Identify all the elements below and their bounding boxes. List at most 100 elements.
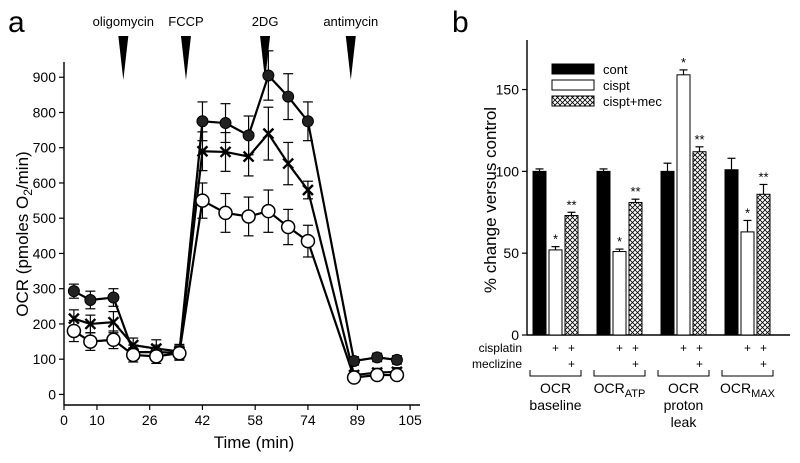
group-bracket: [529, 370, 582, 377]
group-subscript: ATP: [625, 388, 646, 400]
injection-label: antimycin: [323, 14, 378, 29]
bar-cont: [596, 170, 611, 336]
significance-mark: *: [553, 232, 558, 247]
group-subscript: MAX: [751, 388, 776, 400]
y-tick-label: 0: [48, 386, 56, 402]
data-point-cispt: [125, 347, 141, 363]
data-point-cispt+mec: [219, 146, 232, 158]
treatment-plus: +: [568, 357, 575, 371]
data-point-cont: [390, 353, 403, 366]
panel-a-y-axis-label: OCR (pmoles O2/min): [13, 151, 35, 316]
panel-b-y-axis-label: % change versus control: [481, 107, 500, 293]
y-tick-label: 700: [33, 140, 57, 156]
data-point-cispt: [369, 367, 385, 383]
y-tick-label: 0: [511, 327, 519, 343]
panel-b-letter: b: [452, 6, 469, 39]
series-line-cont: [73, 73, 398, 363]
group-name: OCR: [720, 380, 751, 396]
significance-mark: *: [617, 234, 622, 249]
x-tick-label: 105: [398, 412, 422, 428]
bar-cont: [532, 170, 547, 336]
treatment-plus: +: [680, 341, 687, 355]
group-name: OCR: [594, 380, 625, 396]
data-point-cispt: [172, 345, 187, 361]
injection-arrow: [118, 36, 129, 80]
x-tick-label: 89: [350, 412, 366, 428]
significance-mark: **: [758, 169, 768, 184]
injection-arrow: [180, 36, 191, 80]
y-tick-label: 150: [496, 82, 520, 98]
legend-label: cispt+mec: [603, 94, 662, 109]
treatment-plus: +: [760, 357, 767, 371]
data-point-cont: [107, 291, 120, 304]
data-point-cont: [84, 293, 97, 306]
data-point-cispt+mec: [127, 339, 140, 351]
panel-b-chart: 050100150contcisptcispt+mec*+**++OCRbase…: [472, 40, 790, 430]
group-label: OCR: [540, 380, 571, 396]
y-tick-label: 600: [33, 175, 57, 191]
y-tick-label: 900: [33, 69, 57, 85]
data-point-cispt+mec: [107, 316, 120, 329]
data-point-cispt: [83, 334, 98, 349]
data-point-cont: [219, 117, 232, 130]
group-bracket: [721, 370, 774, 377]
group-label-line2: proton: [664, 397, 704, 413]
injection-label: FCCP: [168, 14, 203, 29]
data-point-cispt: [389, 367, 405, 383]
y-tick-label: 100: [33, 351, 57, 367]
data-point-cont: [242, 129, 255, 142]
treatment-plus: +: [696, 341, 703, 355]
x-tick-label: 74: [300, 412, 316, 428]
data-point-cispt: [241, 209, 256, 224]
group-label: OCRMAX: [720, 380, 776, 400]
y-label-part: OCR (pmoles O: [13, 196, 32, 317]
data-point-cispt: [280, 219, 296, 235]
y-tick-label: 100: [496, 163, 520, 179]
x-tick-label: 26: [142, 412, 158, 428]
significance-mark: *: [681, 55, 686, 70]
treatment-plus: +: [568, 341, 575, 355]
group-bracket: [657, 370, 710, 377]
data-point-cont: [371, 351, 384, 364]
bar-cispt+mec: [756, 193, 771, 336]
legend-label: cispt: [603, 78, 630, 93]
row-label-cisplatin: cisplatin: [479, 341, 522, 355]
data-point-cispt+mec: [302, 184, 314, 196]
data-point-cont: [301, 115, 314, 128]
bar-cispt: [740, 231, 755, 336]
significance-mark: **: [630, 184, 640, 199]
legend-swatch: [551, 79, 595, 91]
data-point-cispt+mec: [84, 318, 97, 330]
bar-cispt+mec: [692, 151, 707, 336]
data-point-cispt: [218, 205, 233, 221]
y-label-subscript: 2: [21, 189, 35, 196]
data-point-cont: [67, 285, 80, 298]
legend-label: cont: [603, 62, 628, 77]
y-tick-label: 800: [33, 104, 57, 120]
bar-cispt+mec: [628, 201, 643, 336]
data-point-cispt+mec: [68, 312, 80, 325]
y-label-part: /min): [13, 151, 32, 189]
data-point-cispt: [195, 193, 210, 208]
x-tick-label: 0: [60, 412, 68, 428]
treatment-plus: +: [632, 341, 639, 355]
bar-cispt: [548, 249, 563, 336]
bar-cispt: [676, 74, 691, 336]
data-point-cont: [348, 354, 361, 367]
significance-mark: **: [694, 132, 704, 147]
group-label-line2: baseline: [529, 397, 581, 413]
bar-cispt: [612, 251, 627, 336]
treatment-plus: +: [744, 341, 751, 355]
panel-a-letter: a: [8, 6, 25, 39]
legend-swatch: [551, 63, 595, 75]
data-point-cispt+mec: [262, 127, 275, 140]
group-label: OCR: [668, 380, 699, 396]
data-point-cispt: [261, 203, 276, 219]
data-point-cispt+mec: [282, 157, 294, 170]
x-tick-label: 42: [195, 412, 211, 428]
injection-label: 2DG: [252, 14, 279, 29]
panel-a-chart: 0 100 200 300 400 500 600 700 800 900 0 10 26 42 58 74 8…: [33, 14, 422, 428]
treatment-plus: +: [760, 341, 767, 355]
group-bracket: [593, 370, 646, 377]
data-point-cispt: [66, 323, 82, 339]
